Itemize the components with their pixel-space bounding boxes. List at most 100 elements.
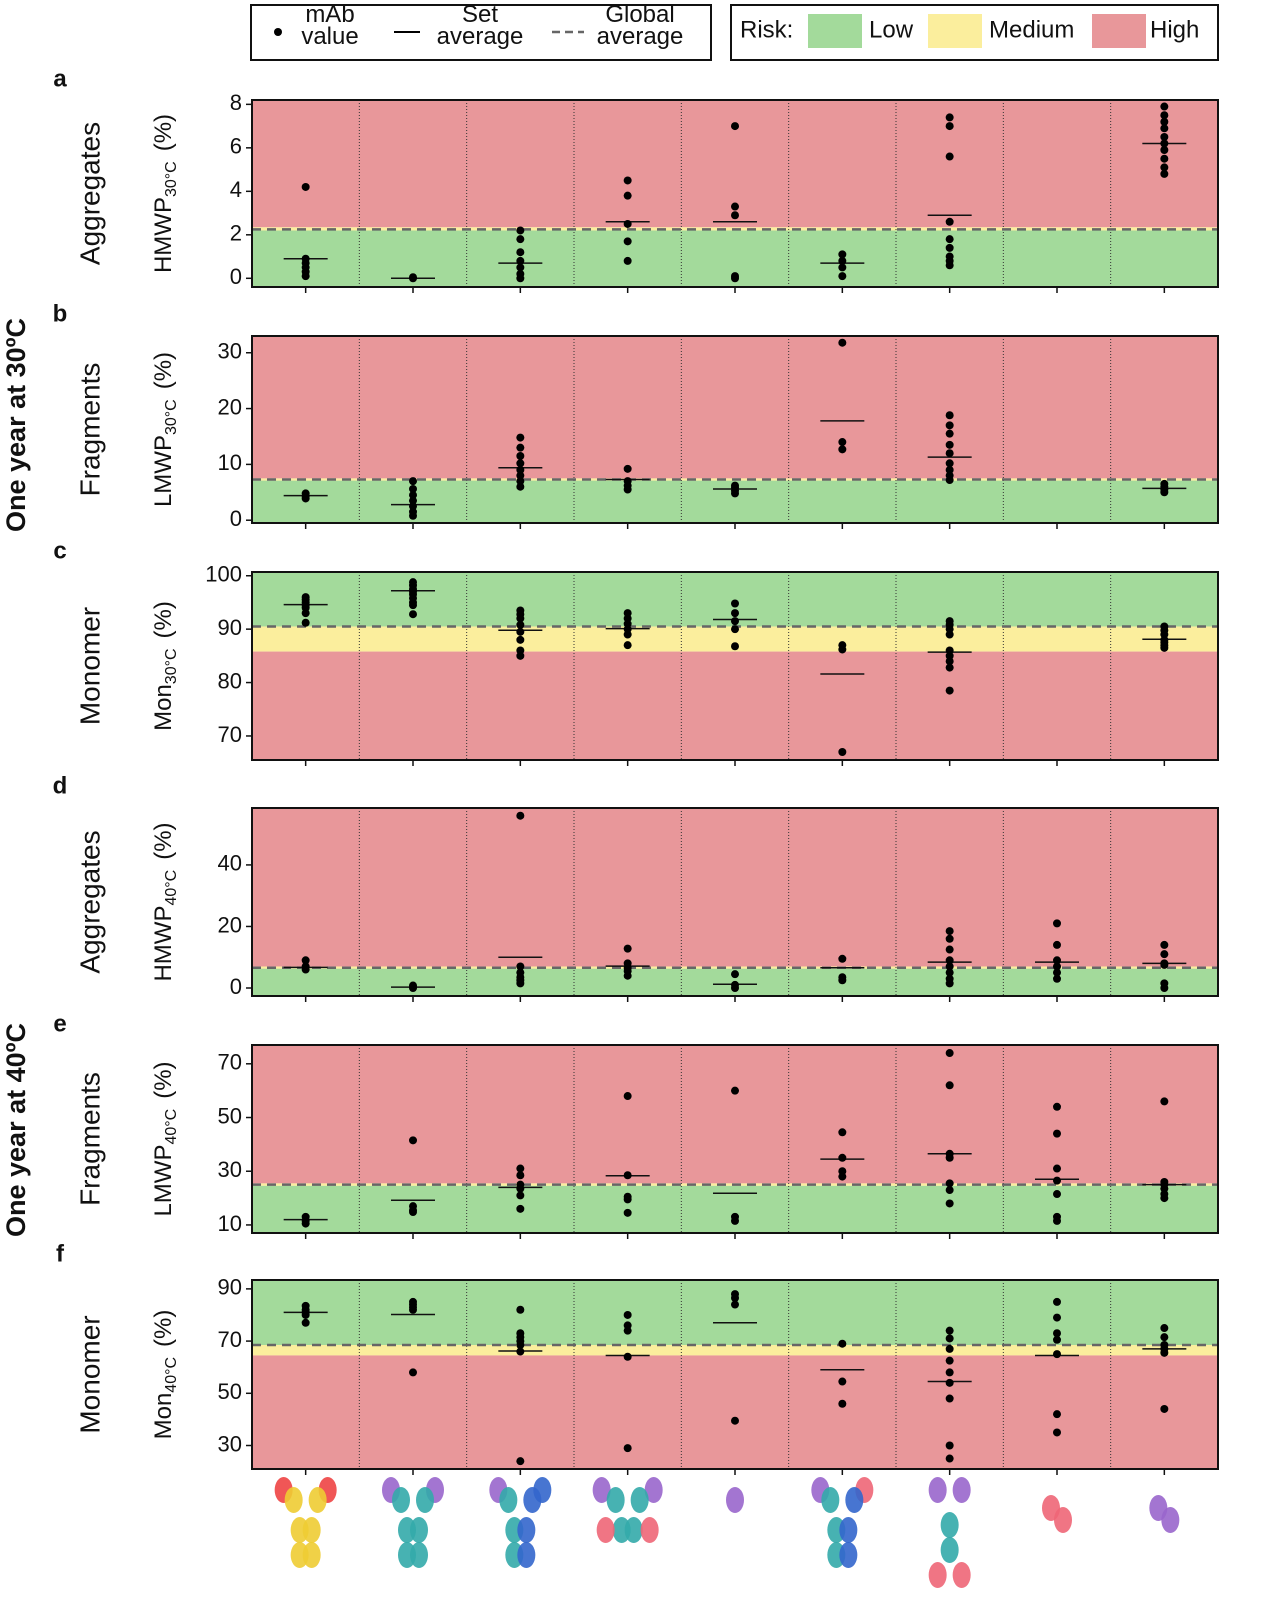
risk-band (252, 651, 1218, 760)
mab-point (516, 235, 525, 244)
format-icon-part (308, 1487, 327, 1513)
y-axis-label-sub: 30°C (163, 648, 180, 684)
mab-point (301, 1310, 310, 1319)
mab-point (945, 1179, 954, 1188)
mab-point (1160, 940, 1169, 949)
mab-point (516, 979, 525, 988)
mab-point (623, 1444, 632, 1453)
format-icon-part (1054, 1507, 1072, 1533)
mab-point (1160, 950, 1169, 959)
mab-point (945, 459, 954, 468)
y-axis-label-unit: (%) (150, 352, 177, 389)
risk-legend-swatch (1092, 14, 1146, 48)
panel-letter: e (53, 1010, 66, 1037)
mab-point (1053, 974, 1061, 983)
mab-point (409, 511, 417, 520)
mab-point (1160, 1348, 1169, 1357)
mab-point (516, 433, 525, 442)
mab-point (945, 440, 954, 449)
mab-point (301, 965, 310, 974)
mab-point (623, 256, 632, 265)
mab-point (731, 202, 739, 211)
mab-point (945, 122, 954, 131)
mab-point (516, 482, 525, 491)
mab-point (516, 962, 525, 971)
mab-point (945, 945, 954, 954)
format-icon-part (726, 1487, 744, 1513)
format-icon-part (606, 1487, 625, 1513)
mab-point (945, 1049, 954, 1058)
mab-point (1053, 1428, 1061, 1437)
mab-point (1053, 1102, 1061, 1111)
format-icon-part (302, 1517, 321, 1543)
mab-point (1160, 488, 1169, 497)
mab-point (623, 219, 632, 228)
mab-point (1160, 1194, 1169, 1203)
mab-point (623, 1195, 632, 1204)
mab-point (1160, 960, 1169, 969)
format-icon-part (839, 1517, 858, 1543)
mab-point (1053, 1164, 1061, 1173)
panel-letter: b (53, 300, 68, 327)
mab-point (945, 476, 954, 485)
risk-legend-label: High (1150, 16, 1199, 43)
mab-point (945, 927, 954, 936)
format-icon-part (517, 1542, 536, 1568)
mab-point (945, 962, 954, 971)
panel-letter: c (53, 537, 66, 564)
legend-label: Set average (437, 1, 524, 50)
mab-point (731, 617, 739, 626)
mab-point (838, 263, 847, 272)
mab-point (1053, 1410, 1061, 1419)
mab-point (1160, 169, 1169, 178)
mab-point (945, 1186, 954, 1195)
mab-point (945, 465, 954, 474)
risk-legend-swatch (928, 14, 982, 48)
mab-point (731, 274, 739, 283)
mab-point (1160, 1333, 1169, 1342)
mab-point (731, 599, 739, 608)
mab-point (516, 226, 525, 235)
plot-frame (251, 1044, 1219, 1234)
risk-legend-label: Low (869, 16, 914, 43)
y-axis-label-unit: (%) (150, 601, 177, 638)
mab-point (838, 445, 847, 454)
y-tick-label: 30 (218, 1431, 242, 1456)
mab-point (409, 601, 417, 610)
mab-point (945, 1199, 954, 1208)
mab-point (945, 630, 954, 639)
mab-point (516, 1305, 525, 1314)
format-icon-part (592, 1477, 611, 1503)
y-axis-label-sub: 30°C (163, 161, 180, 197)
mab-point (409, 1368, 417, 1377)
y-axis-label: LMWP30°C (%) (150, 352, 180, 507)
y-tick-label: 2 (230, 221, 242, 246)
y-axis-label-sub: 30°C (163, 399, 180, 435)
mab-point (838, 1153, 847, 1162)
mab-point (1053, 1176, 1061, 1185)
format-icon-part (630, 1487, 649, 1513)
y-tick-label: 4 (230, 177, 242, 202)
mab-point (1160, 132, 1169, 141)
format-icon-part (499, 1487, 518, 1513)
condition-label: One year at 40ºC (1, 1023, 31, 1237)
plot-frame (251, 807, 1219, 997)
plot-frame (251, 99, 1219, 288)
row-label: Monomer (74, 607, 105, 725)
y-tick-label: 0 (230, 506, 242, 531)
y-tick-label: 80 (218, 668, 242, 693)
mab-point (623, 944, 632, 953)
mab-point (1053, 1329, 1061, 1338)
mab-point (945, 217, 954, 226)
y-axis-label-unit: (%) (150, 1310, 177, 1347)
legend-dot (274, 28, 282, 36)
mab-point (945, 429, 954, 438)
mab-point (1160, 1404, 1169, 1413)
mab-point (623, 1352, 632, 1361)
mab-point (945, 934, 954, 943)
y-axis-label-sub: 40°C (163, 870, 180, 906)
y-tick-label: 10 (218, 1211, 242, 1236)
format-icon-part (952, 1477, 971, 1503)
mab-point (1053, 1297, 1061, 1306)
y-tick-label: 90 (218, 615, 242, 640)
